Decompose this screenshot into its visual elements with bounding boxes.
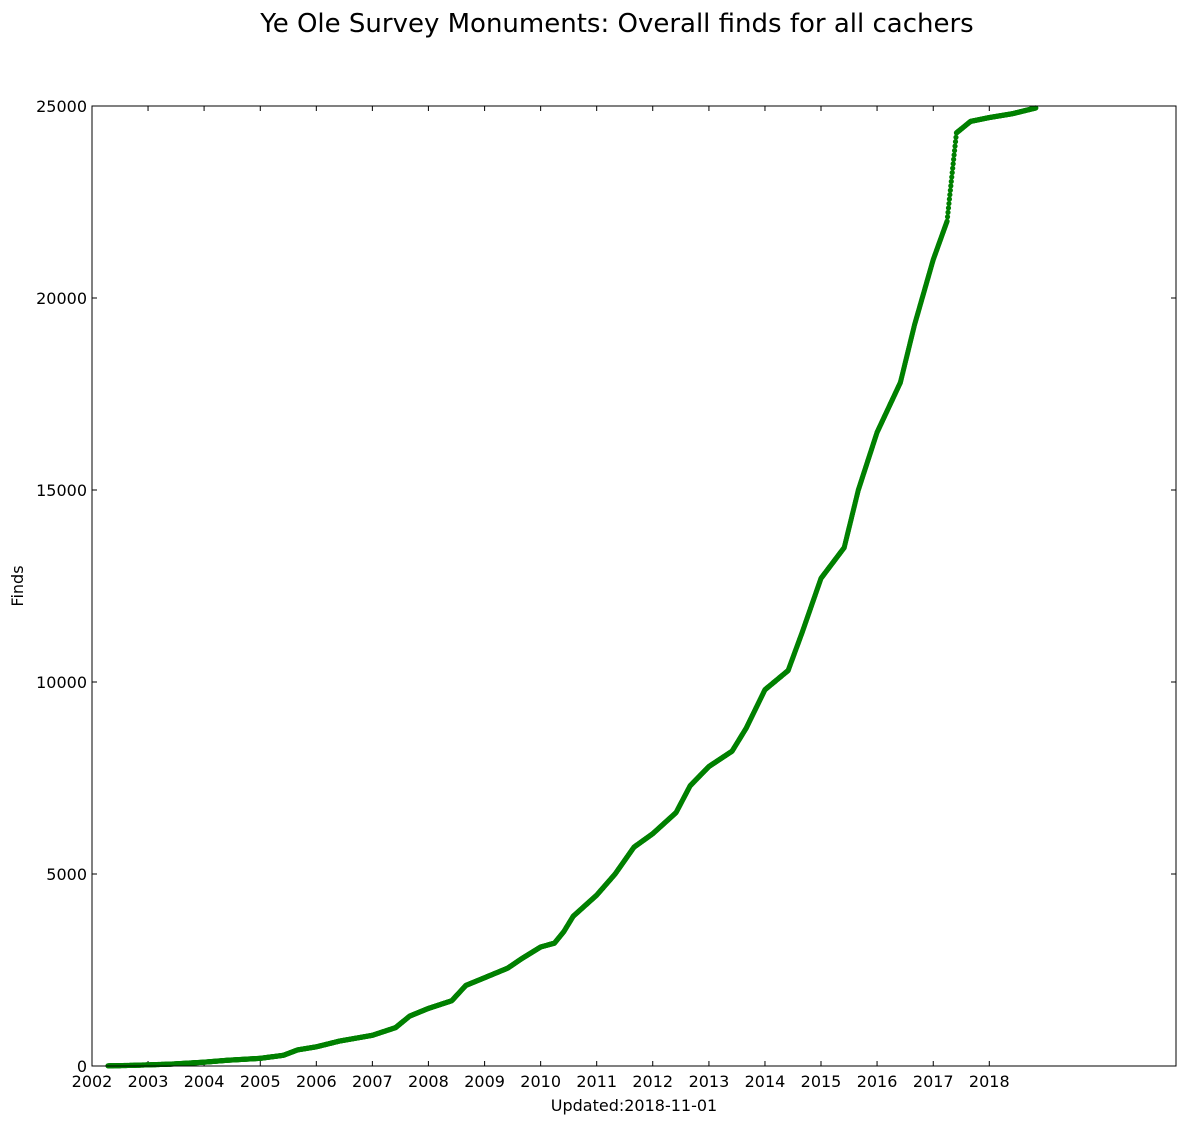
data-point	[944, 214, 951, 220]
y-tick-label: 25000	[36, 97, 87, 116]
x-tick-label: 2013	[689, 1072, 730, 1091]
x-tick-label: 2016	[857, 1072, 898, 1091]
x-tick-label: 2005	[240, 1072, 281, 1091]
data-point	[952, 143, 958, 149]
chart-title: Ye Ole Survey Monuments: Overall finds f…	[259, 9, 973, 39]
data-point	[945, 205, 952, 211]
y-tick-label: 0	[77, 1057, 87, 1076]
data-point	[951, 147, 958, 154]
y-tick-label: 5000	[46, 865, 87, 884]
data-point	[951, 156, 957, 162]
data-point	[946, 200, 952, 207]
x-tick-label: 2010	[520, 1072, 561, 1091]
x-tick-label: 2018	[969, 1072, 1010, 1091]
x-axis-ticks: 2002 2003 2004 2005 2006 2007 2008 2009 2010 2011…	[72, 106, 1010, 1091]
x-tick-label: 2004	[184, 1072, 225, 1091]
x-tick-label: 2015	[801, 1072, 842, 1091]
x-tick-label: 2011	[576, 1072, 617, 1091]
x-tick-label: 2012	[632, 1072, 673, 1091]
x-tick-label: 2008	[408, 1072, 449, 1091]
x-tick-label: 2017	[913, 1072, 954, 1091]
x-tick-label: 2014	[745, 1072, 786, 1091]
x-tick-label: 2009	[464, 1072, 505, 1091]
data-points	[105, 105, 1039, 1069]
data-point	[1033, 105, 1039, 111]
data-point	[951, 152, 957, 158]
y-axis-label: Finds	[8, 565, 27, 606]
data-point	[947, 192, 953, 198]
data-point	[948, 178, 954, 185]
data-point	[950, 161, 956, 167]
x-tick-label: 2007	[352, 1072, 393, 1091]
y-tick-label: 15000	[36, 481, 87, 500]
data-point	[945, 209, 951, 215]
data-point	[949, 170, 955, 176]
y-tick-label: 20000	[36, 289, 87, 308]
data-point	[952, 139, 959, 145]
data-point	[949, 174, 955, 180]
data-point	[950, 165, 956, 171]
data-point	[944, 218, 950, 224]
y-tick-label: 10000	[36, 673, 87, 692]
data-point	[946, 196, 953, 202]
data-point	[948, 183, 954, 189]
x-tick-label: 2002	[72, 1072, 113, 1091]
x-axis-label: Updated:2018-11-01	[551, 1096, 717, 1115]
plot-frame	[91, 105, 1177, 1067]
y-axis-ticks: 0 5000 10000 15000 20000 25000	[36, 97, 1176, 1076]
data-point	[953, 134, 959, 140]
data-point	[947, 187, 953, 193]
x-tick-label: 2006	[296, 1072, 337, 1091]
x-tick-label: 2003	[128, 1072, 169, 1091]
